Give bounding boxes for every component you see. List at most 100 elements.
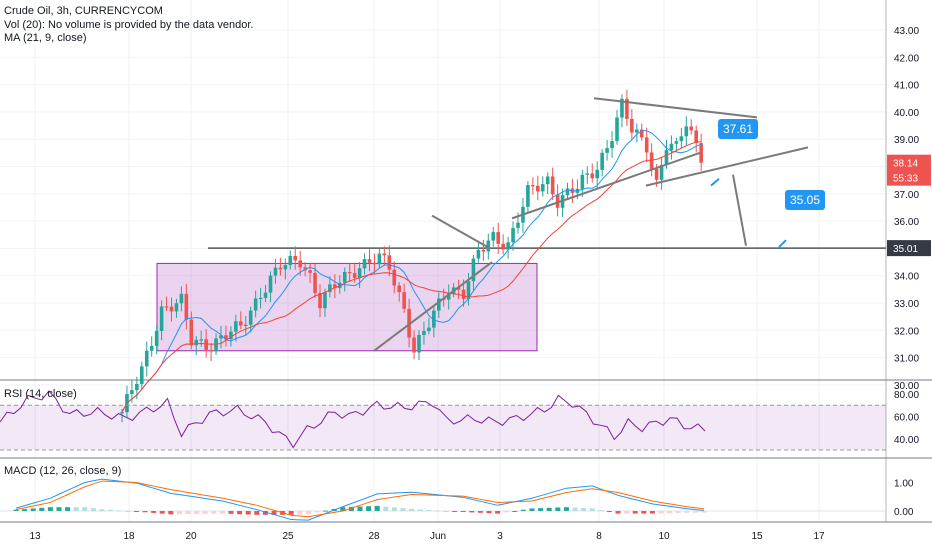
rsi-indicator-label: RSI (14, close) — [4, 388, 77, 400]
candle-body — [387, 255, 392, 270]
macd-histogram-bar — [142, 511, 148, 513]
macd-histogram-bar — [469, 511, 475, 513]
rsi-tick-label: 40.00 — [894, 435, 919, 446]
macd-histogram-bar — [357, 506, 363, 511]
time-tick-label: 17 — [813, 531, 825, 542]
macd-histogram-bar — [434, 510, 440, 512]
candle-body — [432, 310, 436, 328]
macd-histogram-bar — [228, 511, 234, 514]
macd-histogram-bar — [546, 507, 552, 511]
candle-body — [501, 243, 505, 250]
macd-histogram-bar — [323, 510, 329, 512]
candle-body — [135, 383, 139, 391]
macd-histogram-bar — [47, 507, 53, 511]
time-tick-label: 13 — [29, 531, 41, 542]
candle-body — [506, 242, 510, 250]
price-tick-label: 40.00 — [894, 108, 919, 119]
candle-body — [639, 129, 644, 138]
macd-histogram-bar — [624, 511, 630, 514]
macd-histogram-bar — [615, 511, 621, 514]
candle-body — [481, 249, 486, 252]
candle-body — [362, 259, 367, 269]
candle-body — [219, 335, 223, 339]
candle-body — [313, 272, 317, 294]
candle-body — [179, 293, 184, 304]
candle-body — [377, 253, 382, 265]
macd-histogram-bar — [658, 511, 664, 514]
macd-histogram-bar — [486, 511, 492, 514]
target-37-61-callout-box — [718, 119, 758, 139]
trendline — [645, 146, 809, 187]
macd-histogram-bar — [39, 507, 45, 511]
price-tick-label: 42.00 — [894, 53, 919, 64]
macd-tick-label: 1.00 — [894, 479, 914, 490]
price-pane — [0, 0, 886, 380]
price-tick-label: 30.00 — [894, 381, 919, 392]
candle-body — [654, 168, 659, 180]
level-price-label: 35.01 — [893, 244, 918, 255]
candle-body — [209, 349, 213, 352]
macd-histogram-bar — [168, 511, 174, 515]
macd-histogram-bar — [202, 511, 208, 514]
macd-histogram-bar — [108, 509, 114, 511]
macd-histogram-bar — [667, 511, 673, 514]
target-37-61-callout-text: 37.61 — [723, 122, 753, 136]
candle-body — [328, 284, 332, 293]
candle-body — [283, 265, 288, 270]
rsi-tick-label: 80.00 — [894, 390, 919, 401]
candle-body — [476, 249, 481, 259]
macd-histogram-bar — [675, 511, 681, 513]
macd-histogram-bar — [572, 507, 578, 511]
macd-histogram-bar — [581, 508, 587, 511]
macd-histogram-bar — [30, 508, 36, 511]
candle-body — [446, 293, 451, 300]
candle-body — [204, 339, 208, 350]
trendline — [431, 214, 491, 250]
macd-histogram-bar — [692, 511, 698, 513]
macd-line — [15, 478, 705, 521]
ma-indicator-label: MA (21, 9, close) — [4, 32, 87, 44]
rsi-line — [0, 390, 706, 449]
target-35-05-callout-box — [785, 190, 825, 210]
candle-body — [189, 319, 194, 346]
candle-body — [511, 227, 515, 243]
macd-histogram-bar — [211, 511, 217, 514]
candle-body — [496, 232, 500, 244]
candle-body — [659, 164, 664, 180]
macd-histogram-bar — [73, 507, 79, 511]
price-tick-label: 37.00 — [894, 190, 919, 201]
candle-body — [224, 335, 228, 340]
trendline — [511, 151, 701, 220]
candle-body — [397, 285, 401, 293]
macd-histogram-bar — [452, 511, 458, 512]
macd-histogram-bar — [563, 507, 569, 511]
candle-body — [471, 258, 476, 282]
macd-histogram-bar — [701, 511, 707, 513]
candle-body — [293, 255, 298, 261]
chart-title: Crude Oil, 3h, CURRENCYCOM — [4, 5, 163, 17]
price-tick-label: 32.00 — [894, 326, 919, 337]
macd-histogram-bar — [297, 511, 303, 515]
macd-histogram-bar — [417, 509, 423, 511]
candle-body — [649, 152, 654, 169]
signal-line — [15, 480, 705, 518]
candle-body — [149, 346, 154, 351]
macd-histogram-bar — [185, 511, 191, 515]
candle-body — [164, 306, 169, 308]
macd-histogram-bar — [125, 510, 131, 512]
candle-body — [174, 303, 179, 312]
macd-histogram-bar — [56, 507, 62, 511]
macd-histogram-bar — [99, 509, 105, 511]
candle-body — [610, 141, 614, 149]
rsi-tick-label: 60.00 — [894, 412, 919, 423]
target-35-05-callout-text: 35.05 — [790, 193, 820, 207]
macd-histogram-bar — [400, 508, 406, 511]
ma-slow-line — [121, 141, 702, 413]
candle-body — [585, 173, 590, 175]
macd-histogram-bar — [271, 511, 277, 515]
price-tick-label: 34.00 — [894, 272, 919, 283]
macd-histogram-bar — [443, 511, 449, 512]
candle-body — [625, 98, 629, 119]
candle-body — [679, 136, 684, 142]
